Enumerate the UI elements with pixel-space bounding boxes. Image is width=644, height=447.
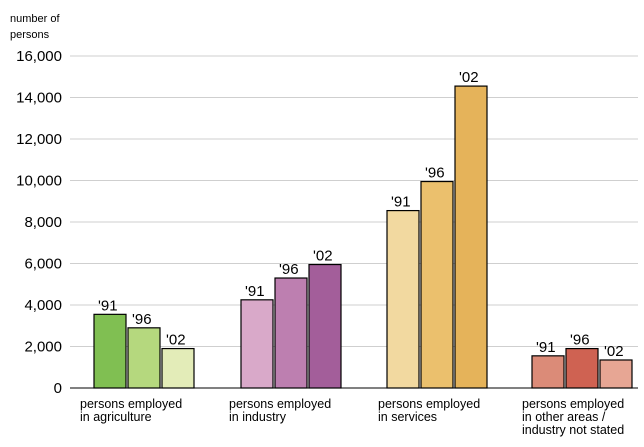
bar-labels: '91 '96 '02 '91 '96 '02 '91 '96 '02 '91 '96 '02 — [98, 69, 624, 360]
y-axis-label-line-2: persons — [10, 29, 50, 41]
bar — [274, 277, 308, 389]
gridlines — [70, 55, 638, 389]
y-tick-label: 8,000 — [24, 214, 62, 231]
category-label: persons employed — [80, 397, 182, 411]
bar — [565, 347, 599, 389]
category-label: persons employed — [229, 397, 331, 411]
bar-label: '91 — [98, 297, 118, 314]
category-label: in other areas / — [522, 410, 606, 424]
bar — [454, 85, 488, 389]
y-tick-label: 0 — [54, 380, 62, 397]
y-tick-label: 10,000 — [16, 173, 62, 190]
bar-label: '91 — [245, 283, 265, 300]
y-tick-label: 14,000 — [16, 90, 62, 107]
bars — [93, 85, 633, 389]
category-label: in industry — [229, 410, 287, 424]
category-label: industry not stated — [522, 423, 624, 437]
bar — [161, 347, 195, 389]
bar — [308, 263, 342, 389]
bar — [599, 359, 633, 389]
category-label: persons employed — [522, 397, 624, 411]
bar — [420, 180, 454, 389]
bar-label: '96 — [279, 261, 299, 278]
bar-label: '02 — [604, 343, 624, 360]
category-label: in agriculture — [80, 410, 152, 424]
bar-label: '02 — [313, 248, 333, 265]
bar-label: '91 — [391, 194, 411, 211]
bar — [93, 313, 127, 389]
y-tick-label: 16,000 — [16, 48, 62, 65]
bar-label: '02 — [459, 69, 479, 86]
bar — [240, 299, 274, 389]
bar-label: '96 — [570, 332, 590, 349]
y-tick-label: 6,000 — [24, 256, 62, 273]
bar — [127, 327, 161, 389]
y-tick-label: 2,000 — [24, 339, 62, 356]
y-tick-label: 4,000 — [24, 297, 62, 314]
bar-label: '96 — [425, 165, 445, 182]
y-tick-label: 12,000 — [16, 131, 62, 148]
bar — [531, 355, 565, 389]
bar — [386, 209, 420, 389]
bar-label: '96 — [132, 311, 152, 328]
category-label: persons employed — [378, 397, 480, 411]
bar-label: '02 — [166, 332, 186, 349]
bar-label: '91 — [536, 339, 556, 356]
category-label: in services — [378, 410, 437, 424]
y-axis-label-line-1: number of — [10, 13, 60, 25]
y-axis-ticks: 0 2,000 4,000 6,000 8,000 10,000 12,000 14,000 1… — [16, 48, 62, 397]
